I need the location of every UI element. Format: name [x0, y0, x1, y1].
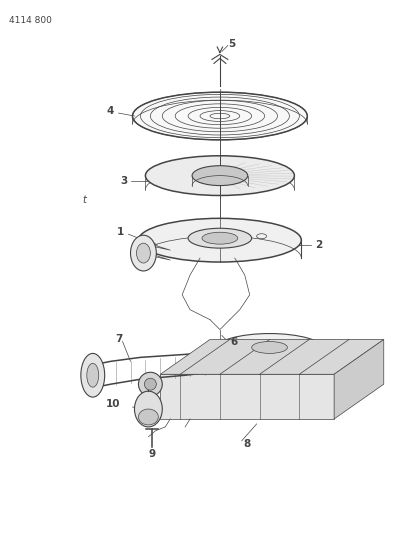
Ellipse shape	[87, 364, 99, 387]
Ellipse shape	[81, 353, 105, 397]
Text: 6: 6	[230, 337, 237, 348]
Text: 4114 800: 4114 800	[9, 15, 52, 25]
Text: t: t	[82, 196, 86, 205]
Ellipse shape	[138, 372, 162, 396]
Polygon shape	[334, 340, 384, 419]
Text: 9: 9	[149, 449, 156, 459]
Ellipse shape	[135, 391, 162, 427]
Ellipse shape	[145, 156, 295, 196]
Text: 5: 5	[228, 38, 235, 49]
Text: 2: 2	[315, 240, 323, 250]
Ellipse shape	[138, 409, 158, 425]
Ellipse shape	[131, 235, 156, 271]
Text: 8: 8	[243, 439, 251, 449]
Text: 10: 10	[106, 399, 121, 409]
Ellipse shape	[252, 342, 287, 353]
Ellipse shape	[136, 243, 151, 263]
Text: 7: 7	[115, 335, 122, 344]
Ellipse shape	[215, 334, 324, 365]
Text: 3: 3	[120, 175, 127, 185]
Ellipse shape	[133, 92, 307, 140]
Ellipse shape	[202, 232, 238, 244]
Text: 1: 1	[117, 227, 124, 237]
Polygon shape	[160, 340, 384, 374]
Ellipse shape	[144, 378, 156, 390]
Ellipse shape	[138, 219, 302, 262]
Ellipse shape	[188, 228, 252, 248]
Text: 4: 4	[107, 106, 114, 116]
Ellipse shape	[192, 166, 248, 185]
Polygon shape	[160, 374, 334, 419]
